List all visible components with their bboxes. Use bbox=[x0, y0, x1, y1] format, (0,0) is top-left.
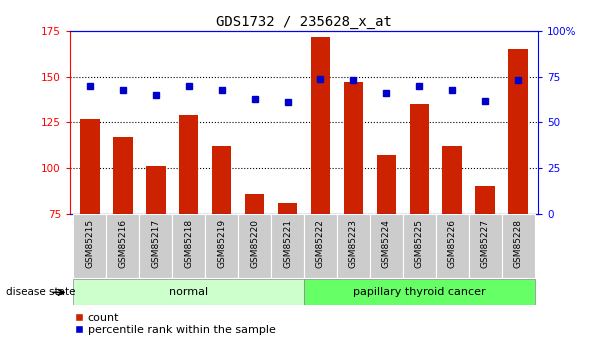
Bar bbox=[502, 214, 535, 278]
Bar bbox=[443, 146, 462, 214]
Text: GSM85226: GSM85226 bbox=[448, 219, 457, 268]
Bar bbox=[212, 146, 232, 214]
Bar bbox=[106, 214, 139, 278]
Bar bbox=[344, 82, 364, 214]
Text: GSM85225: GSM85225 bbox=[415, 219, 424, 268]
Text: disease state: disease state bbox=[6, 287, 75, 297]
Text: GSM85224: GSM85224 bbox=[382, 219, 391, 268]
Bar bbox=[311, 37, 330, 214]
Bar bbox=[139, 214, 172, 278]
Text: GSM85220: GSM85220 bbox=[250, 219, 259, 268]
Bar bbox=[376, 155, 396, 214]
Bar bbox=[179, 115, 198, 214]
Bar bbox=[403, 214, 436, 278]
Text: GSM85227: GSM85227 bbox=[481, 219, 490, 268]
Bar bbox=[80, 119, 100, 214]
Bar bbox=[244, 194, 264, 214]
Bar bbox=[112, 137, 133, 214]
Bar bbox=[271, 214, 304, 278]
Bar bbox=[508, 49, 528, 214]
Bar bbox=[304, 214, 337, 278]
Bar bbox=[410, 104, 429, 214]
Bar bbox=[278, 203, 297, 214]
Bar bbox=[436, 214, 469, 278]
Bar bbox=[146, 166, 165, 214]
Text: GSM85218: GSM85218 bbox=[184, 219, 193, 268]
Text: GSM85223: GSM85223 bbox=[349, 219, 358, 268]
Text: GSM85217: GSM85217 bbox=[151, 219, 160, 268]
Text: papillary thyroid cancer: papillary thyroid cancer bbox=[353, 287, 486, 297]
Title: GDS1732 / 235628_x_at: GDS1732 / 235628_x_at bbox=[216, 14, 392, 29]
Bar bbox=[205, 214, 238, 278]
Text: normal: normal bbox=[169, 287, 208, 297]
Text: GSM85219: GSM85219 bbox=[217, 219, 226, 268]
Text: GSM85228: GSM85228 bbox=[514, 219, 523, 268]
Bar bbox=[469, 214, 502, 278]
Legend: count, percentile rank within the sample: count, percentile rank within the sample bbox=[75, 313, 275, 335]
Bar bbox=[304, 279, 535, 305]
Text: GSM85216: GSM85216 bbox=[118, 219, 127, 268]
Bar bbox=[370, 214, 403, 278]
Bar bbox=[475, 186, 496, 214]
Bar bbox=[73, 279, 304, 305]
Bar bbox=[73, 214, 106, 278]
Text: GSM85221: GSM85221 bbox=[283, 219, 292, 268]
Text: GSM85215: GSM85215 bbox=[85, 219, 94, 268]
Text: GSM85222: GSM85222 bbox=[316, 219, 325, 268]
Bar bbox=[238, 214, 271, 278]
Bar bbox=[172, 214, 205, 278]
Bar bbox=[337, 214, 370, 278]
